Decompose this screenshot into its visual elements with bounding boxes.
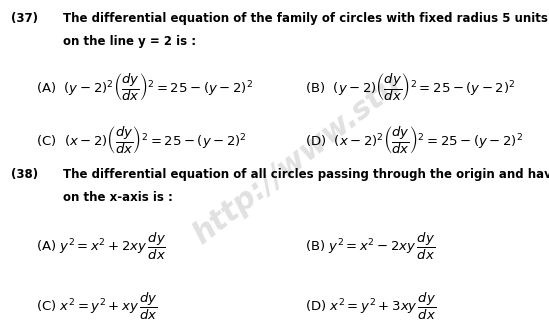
Text: (37): (37) [11,12,38,25]
Text: on the x-axis is :: on the x-axis is : [63,191,173,204]
Text: (C)  $(x-2)\left(\dfrac{dy}{dx}\right)^2 = 25-(y-2)^2$: (C) $(x-2)\left(\dfrac{dy}{dx}\right)^2 … [36,124,247,156]
Text: (B) $y^2 = x^2 - 2xy\,\dfrac{dy}{dx}$: (B) $y^2 = x^2 - 2xy\,\dfrac{dy}{dx}$ [305,231,435,262]
Text: on the line y = 2 is :: on the line y = 2 is : [63,35,196,48]
Text: (A) $y^2 = x^2 + 2xy\,\dfrac{dy}{dx}$: (A) $y^2 = x^2 + 2xy\,\dfrac{dy}{dx}$ [36,231,166,262]
Text: (D) $x^2 = y^2 + 3xy\,\dfrac{dy}{dx}$: (D) $x^2 = y^2 + 3xy\,\dfrac{dy}{dx}$ [305,290,436,322]
Text: (B)  $(y-2)\left(\dfrac{dy}{dx}\right)^2 = 25-(y-2)^2$: (B) $(y-2)\left(\dfrac{dy}{dx}\right)^2 … [305,71,516,103]
Text: (D)  $(x-2)^2\left(\dfrac{dy}{dx}\right)^2 = 25-(y-2)^2$: (D) $(x-2)^2\left(\dfrac{dy}{dx}\right)^… [305,124,523,156]
Text: http://www.stu: http://www.stu [187,69,406,250]
Text: The differential equation of the family of circles with fixed radius 5 units and: The differential equation of the family … [63,12,549,25]
Text: (38): (38) [11,168,38,181]
Text: The differential equation of all circles passing through the origin and having t: The differential equation of all circles… [63,168,549,181]
Text: (A)  $(y-2)^2\left(\dfrac{dy}{dx}\right)^2 = 25-(y-2)^2$: (A) $(y-2)^2\left(\dfrac{dy}{dx}\right)^… [36,71,253,103]
Text: (C) $x^2 = y^2 + xy\,\dfrac{dy}{dx}$: (C) $x^2 = y^2 + xy\,\dfrac{dy}{dx}$ [36,290,158,322]
